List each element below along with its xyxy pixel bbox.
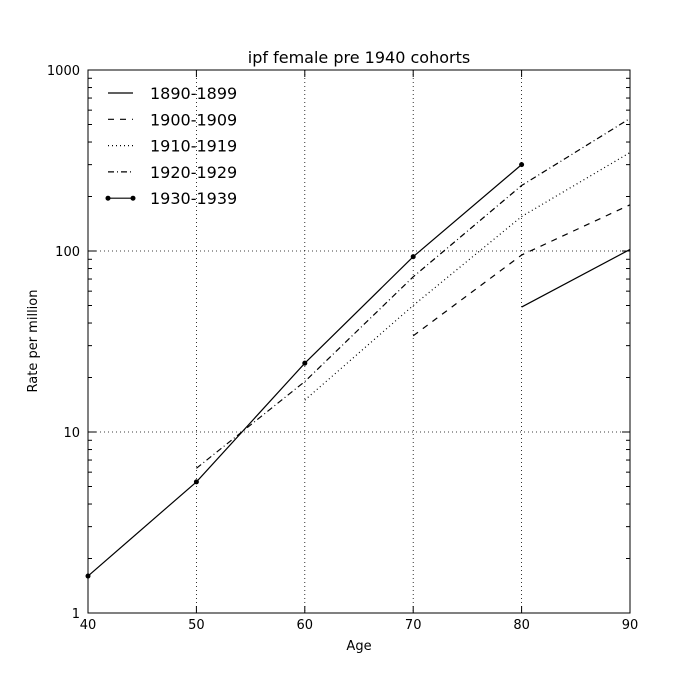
y-axis-label: Rate per million bbox=[26, 290, 41, 393]
data-point-1930-1939 bbox=[193, 479, 199, 485]
legend-entry: 1900-1909 bbox=[150, 110, 237, 129]
series-line-1910-1919 bbox=[304, 152, 631, 401]
legend-marker bbox=[130, 195, 136, 201]
legend-marker bbox=[105, 195, 111, 201]
series-line-1920-1929 bbox=[196, 117, 631, 469]
x-tick-label: 60 bbox=[297, 618, 314, 633]
data-point-1930-1939 bbox=[302, 360, 308, 366]
axis-ticks: 40 50 60 70 80 90 1 10 100 1000 bbox=[47, 64, 638, 633]
data-point-1930-1939 bbox=[410, 254, 416, 260]
legend-entry: 1920-1929 bbox=[150, 163, 237, 182]
y-tick-label: 1 bbox=[72, 607, 80, 622]
y-tick-label: 100 bbox=[55, 245, 80, 260]
chart-title: ipf female pre 1940 cohorts bbox=[248, 48, 470, 67]
data-point-1930-1939 bbox=[519, 162, 525, 168]
grid-lines bbox=[88, 70, 630, 613]
series-line-1900-1909 bbox=[412, 204, 631, 337]
series-line-1890-1899 bbox=[521, 248, 631, 308]
legend-entry: 1890-1899 bbox=[150, 84, 237, 103]
x-tick-label: 70 bbox=[405, 618, 422, 633]
x-tick-label: 80 bbox=[513, 618, 530, 633]
x-tick-label: 50 bbox=[188, 618, 205, 633]
legend: 1890-1899 1900-1909 1910-1919 1920-1929 1930… bbox=[105, 84, 237, 208]
legend-entry: 1930-1939 bbox=[150, 189, 237, 208]
legend-entry: 1910-1919 bbox=[150, 137, 237, 156]
y-tick-label: 10 bbox=[63, 426, 80, 441]
y-tick-label: 1000 bbox=[47, 64, 80, 79]
series-lines bbox=[85, 117, 631, 579]
plot-frame bbox=[87, 69, 631, 614]
x-tick-label: 40 bbox=[80, 618, 97, 633]
x-tick-label: 90 bbox=[622, 618, 639, 633]
x-axis-label: Age bbox=[346, 639, 371, 654]
